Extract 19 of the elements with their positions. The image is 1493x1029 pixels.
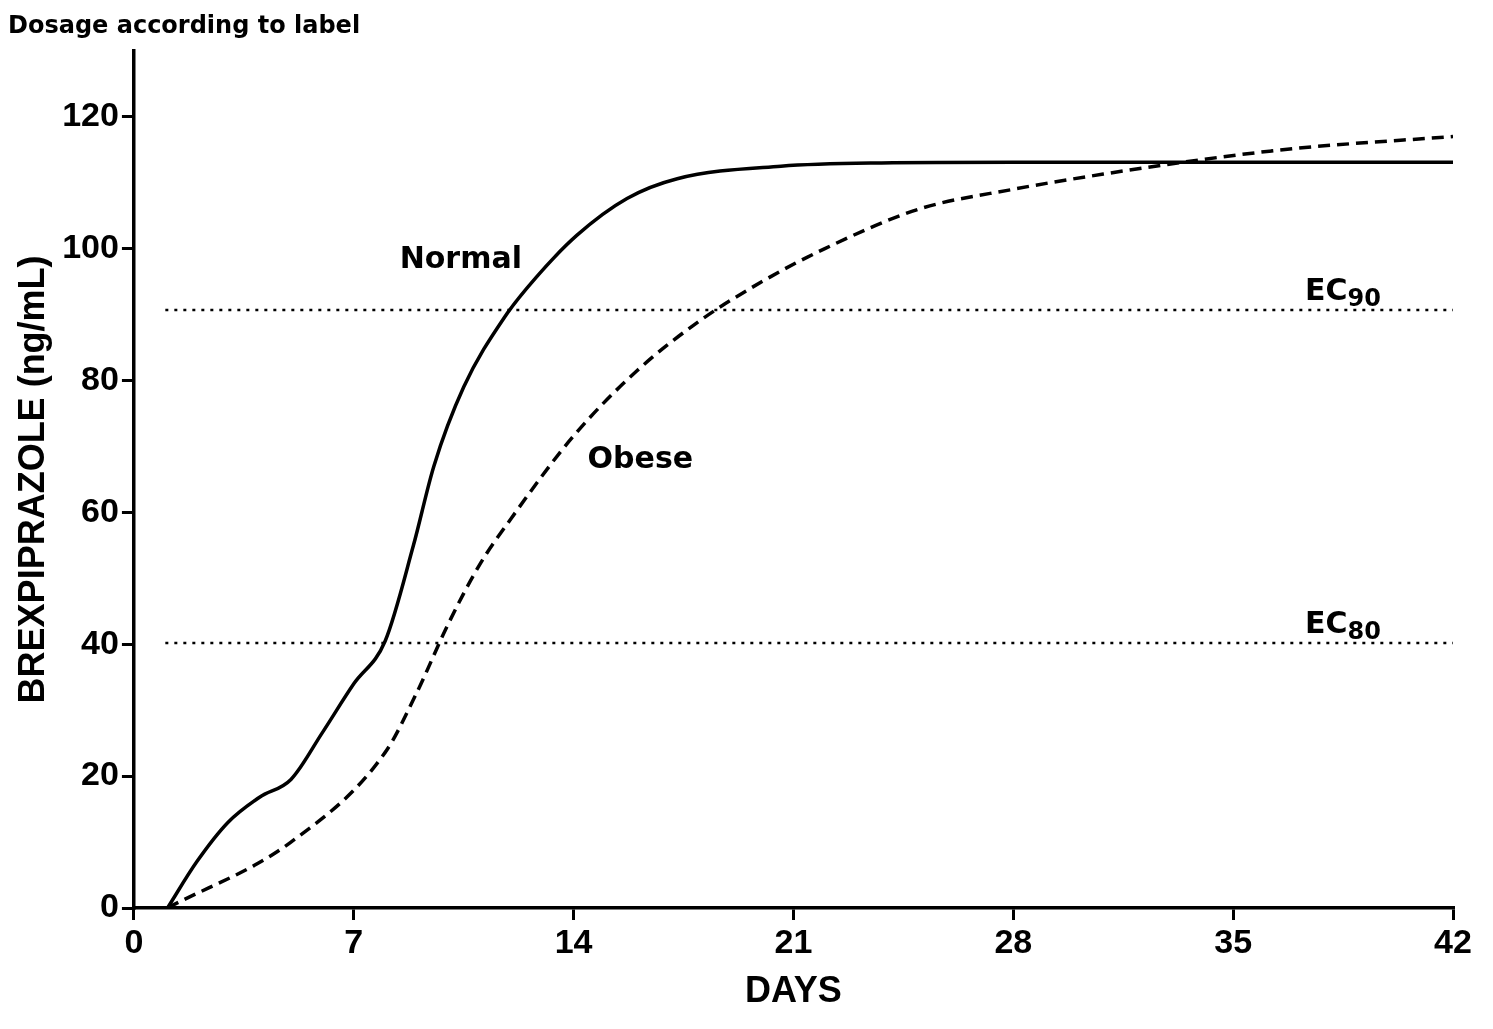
series-label: Obese — [587, 439, 694, 475]
x-tick-label: 35 — [1214, 921, 1253, 960]
y-axis-title: BREXPIPRAZOLE (ng/mL) — [10, 255, 52, 704]
x-axis-title: DAYS — [745, 969, 842, 1011]
x-tick-label: 21 — [774, 921, 813, 960]
x-tick-label: 14 — [554, 921, 593, 960]
y-tick-label: 40 — [81, 622, 119, 661]
chart-title: Dosage according to label — [8, 10, 361, 39]
x-tick-label: 7 — [344, 921, 364, 960]
series-label: Normal — [399, 239, 522, 275]
x-tick-label: 42 — [1434, 921, 1472, 960]
y-tick-label: 0 — [100, 886, 119, 925]
y-tick-label: 20 — [81, 754, 119, 793]
x-tick-label: 28 — [994, 921, 1033, 960]
y-tick-label: 80 — [81, 358, 119, 397]
y-tick-label: 100 — [62, 226, 119, 265]
y-tick-label: 120 — [62, 95, 119, 134]
x-tick-label: 0 — [124, 921, 144, 960]
y-tick-label: 60 — [81, 490, 119, 529]
